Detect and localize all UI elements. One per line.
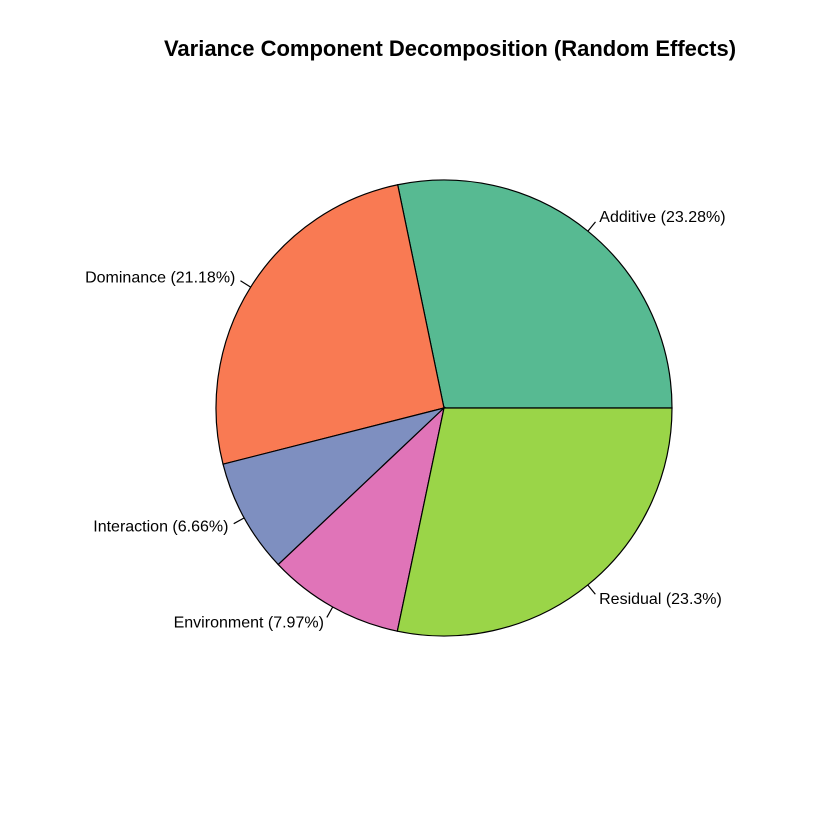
slice-label-additive: Additive (23.28%) (599, 209, 725, 226)
slice-label-residual: Residual (23.3%) (599, 591, 722, 608)
label-tick-residual (587, 584, 596, 595)
labels-layer: Additive (23.28%) Dominance (21.18%) Inter… (85, 209, 725, 632)
label-tick-environment (326, 606, 334, 618)
slice-label-dominance: Dominance (21.18%) (85, 270, 235, 287)
pie-slice-interaction (222, 406, 447, 566)
pie-slice-environment (277, 406, 445, 632)
slices-layer (215, 179, 673, 637)
pie-slice-residual (396, 407, 673, 637)
slice-label-interaction: Interaction (6.66%) (93, 519, 228, 536)
pie-slice-additive (396, 179, 673, 409)
chart-title: Variance Component Decomposition (Random… (163, 36, 737, 61)
slice-label-environment: Environment (7.97%) (174, 615, 324, 632)
label-tick-dominance (240, 280, 251, 288)
label-tick-interaction (233, 517, 245, 525)
label-tick-additive (587, 221, 596, 232)
